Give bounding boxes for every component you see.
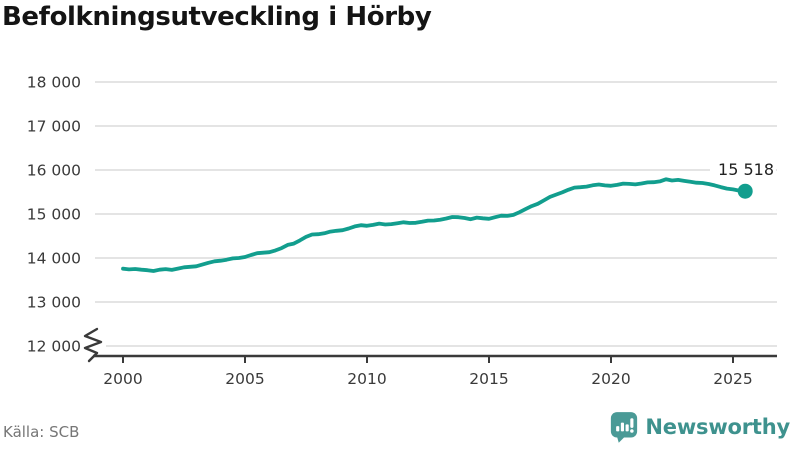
end-point-marker [737,183,753,199]
y-tick-label: 16 000 [27,162,81,180]
exclamation-stem [630,418,634,428]
speech-bubble-tail [617,436,626,443]
newsworthy-wordmark: Newsworthy [645,415,790,439]
y-tick-label: 18 000 [27,74,81,92]
x-tick-label: 2005 [225,370,264,388]
y-tick-label: 13 000 [27,294,81,312]
y-tick-label: 17 000 [27,118,81,136]
exclamation-dot [630,429,635,433]
population-line [121,177,748,273]
y-tick-label: 12 000 [27,338,81,356]
source-note: Källa: SCB [3,423,80,441]
x-tick-label: 2015 [469,370,508,388]
x-tick-label: 2020 [591,370,630,388]
bar-3 [625,424,630,432]
end-value-label: 15 518 [718,160,774,179]
end-label-bg [710,158,776,180]
axis-break-icon [83,327,103,363]
x-tick-label: 2000 [103,370,142,388]
population-line-chart: 12 000 13 000 14 000 15 000 16 000 17 000 18 0… [27,74,777,388]
y-tick-label: 15 000 [27,206,81,224]
newsworthy-icon [611,412,638,443]
bar-2 [621,422,625,432]
newsworthy-logo[interactable]: Newsworthy [610,411,790,443]
bar-1 [616,426,620,432]
chart-title: Befolkningsutveckling i Hörby [2,2,432,32]
x-tick-label: 2025 [713,370,752,388]
y-tick-label: 14 000 [27,250,81,268]
x-tick-label: 2010 [347,370,386,388]
